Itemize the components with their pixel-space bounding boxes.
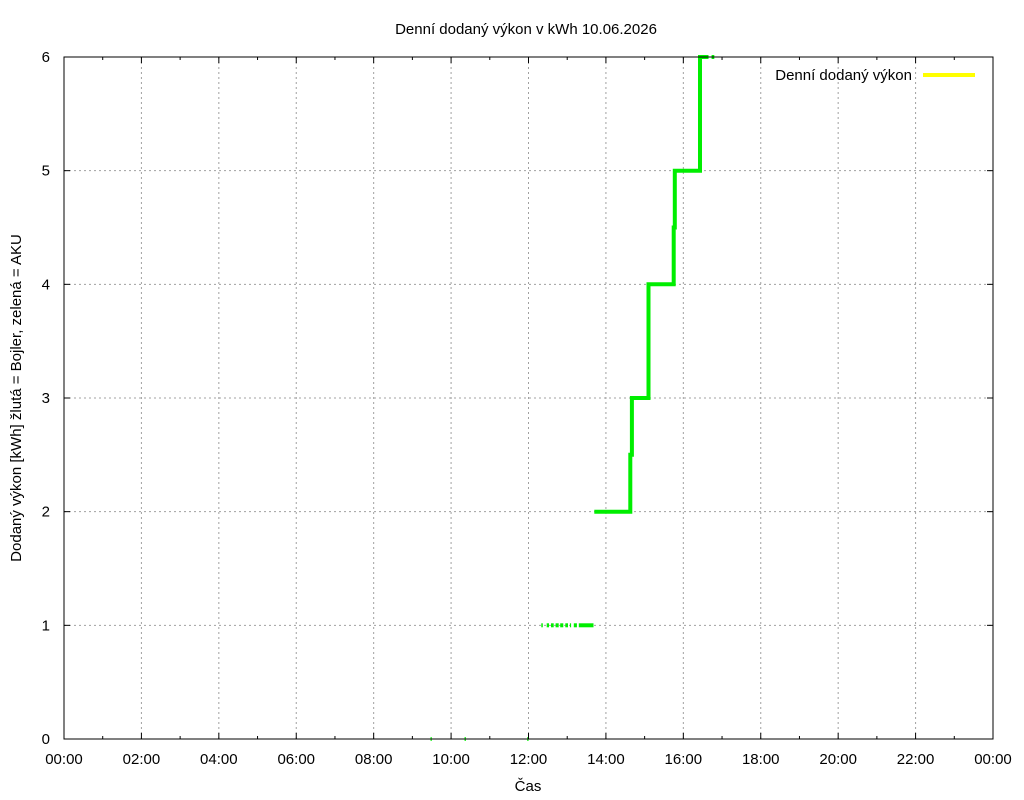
y-axis-label: Dodaný výkon [kWh] žlutá = Bojler, zelen… <box>8 234 25 562</box>
x-tick-label: 10:00 <box>432 751 470 768</box>
y-tick-label: 3 <box>42 390 50 407</box>
x-tick-label: 08:00 <box>355 751 393 768</box>
x-tick-label: 20:00 <box>819 751 857 768</box>
legend-label: Denní dodaný výkon <box>775 67 912 84</box>
series-segment <box>594 55 709 514</box>
x-tick-label: 00:00 <box>45 751 83 768</box>
x-tick-label: 16:00 <box>665 751 703 768</box>
x-tick-label: 12:00 <box>510 751 548 768</box>
x-tick-label: 00:00 <box>974 751 1012 768</box>
y-tick-label: 2 <box>42 504 50 521</box>
y-tick-label: 5 <box>42 163 50 180</box>
x-tick-label: 14:00 <box>587 751 625 768</box>
chart-title: Denní dodaný výkon v kWh 10.06.2026 <box>395 21 657 38</box>
y-tick-label: 0 <box>42 731 50 748</box>
x-tick-label: 06:00 <box>277 751 315 768</box>
x-tick-label: 18:00 <box>742 751 780 768</box>
x-tick-label: 04:00 <box>200 751 238 768</box>
y-tick-label: 1 <box>42 617 50 634</box>
x-tick-label: 22:00 <box>897 751 935 768</box>
y-tick-label: 4 <box>42 276 50 293</box>
x-axis-label: Čas <box>515 778 542 795</box>
legend: Denní dodaný výkon <box>775 67 975 84</box>
x-tick-label: 02:00 <box>123 751 161 768</box>
y-tick-label: 6 <box>42 49 50 66</box>
